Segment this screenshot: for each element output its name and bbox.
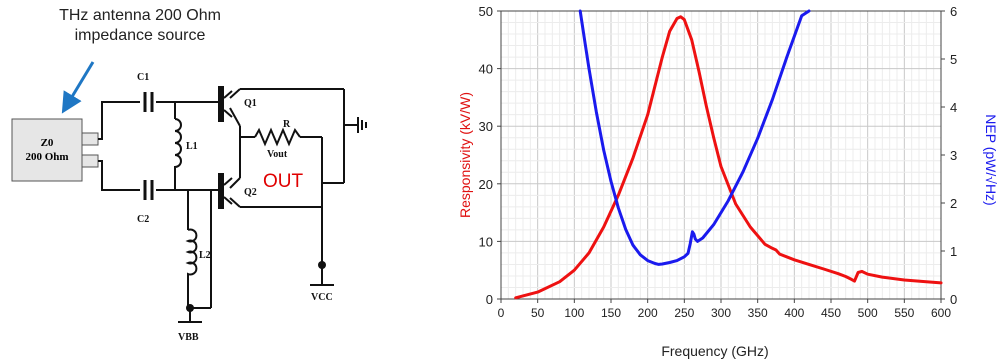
annotation-line-2: impedance source: [74, 27, 206, 44]
y-tick-label: 40: [479, 62, 493, 77]
y2-tick-label: 6: [950, 4, 957, 19]
vcc-node: [318, 261, 326, 269]
y2-tick-label: 2: [950, 196, 957, 211]
y2-tick-label: 4: [950, 100, 957, 115]
y2-tick-label: 5: [950, 52, 957, 67]
label-l1: L1: [186, 141, 198, 152]
label-q2: Q2: [244, 187, 257, 198]
x-tick-label: 250: [674, 306, 694, 320]
label-c1: C1: [137, 72, 149, 83]
source-value: 200 Ohm: [25, 151, 68, 163]
wires: [98, 88, 358, 322]
label-r: R: [283, 119, 291, 130]
grid-lines: [501, 11, 941, 299]
circuit-schematic: Z0 200 Ohm: [11, 61, 367, 343]
label-vcc: VCC: [311, 292, 333, 303]
vbb-node: [186, 304, 194, 312]
x-tick-label: 100: [564, 306, 584, 320]
x-tick-label: 150: [601, 306, 621, 320]
x-tick-label: 300: [711, 306, 731, 320]
series-lines: [514, 9, 943, 300]
transistor-q1: [218, 86, 233, 122]
label-vout: Vout: [267, 149, 288, 160]
series-line-nep: [578, 9, 811, 266]
x-axis-label: Frequency (GHz): [661, 343, 768, 359]
y2-axis-label: NEP (pW/√Hz): [983, 114, 999, 205]
ground-symbol: [357, 117, 367, 133]
label-out: OUT: [263, 171, 304, 192]
label-q1: Q1: [244, 98, 257, 109]
x-tick-label: 0: [498, 306, 505, 320]
y-tick-label: 20: [479, 177, 493, 192]
y-axis-label: Responsivity (kV/W): [457, 92, 473, 218]
y2-tick-label: 3: [950, 148, 957, 163]
y-tick-label: 30: [479, 119, 493, 134]
x-tick-label: 500: [858, 306, 878, 320]
y-tick-label: 0: [486, 292, 493, 307]
y-tick-label: 10: [479, 234, 493, 249]
x-tick-label: 450: [821, 306, 841, 320]
inductor-l1: [174, 118, 182, 170]
annotation-arrow: [61, 61, 95, 114]
source-block: Z0 200 Ohm: [11, 118, 99, 182]
y2-tick-label: 0: [950, 292, 957, 307]
x-tick-label: 350: [748, 306, 768, 320]
resistor-r: [254, 127, 301, 147]
label-c2: C2: [137, 214, 149, 225]
inductor-l2: [185, 228, 198, 276]
label-vbb: VBB: [178, 332, 199, 343]
x-axis-ticks: 0 50 100 150 200 250 300 350 400 450 500 550 600: [498, 299, 951, 320]
y-axis-ticks: 0 10 20 30 40 50: [479, 4, 501, 307]
x-tick-label: 400: [784, 306, 804, 320]
y2-axis-ticks: 0 1 2 3 4 5 6: [941, 4, 957, 307]
source-name: Z0: [41, 137, 54, 149]
capacitor-c2: [143, 180, 154, 200]
antenna-annotation: THz antenna 200 Ohm impedance source: [20, 6, 260, 46]
series-line-responsivity: [514, 15, 943, 300]
capacitor-c1: [143, 92, 154, 112]
y-tick-label: 50: [479, 4, 493, 19]
transistor-q2: [218, 173, 233, 209]
x-tick-label: 50: [531, 306, 545, 320]
y2-tick-label: 1: [950, 244, 957, 259]
annotation-line-1: THz antenna 200 Ohm: [59, 7, 221, 24]
x-tick-label: 200: [638, 306, 658, 320]
label-l2: L2: [199, 250, 211, 261]
x-tick-label: 550: [894, 306, 914, 320]
x-tick-label: 600: [931, 306, 951, 320]
